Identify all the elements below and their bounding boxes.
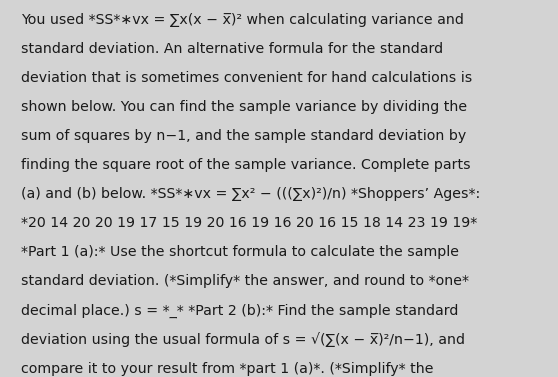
Text: (a) and (b) below. *SS*∗vx = ∑x² − (((∑x)²)/n) *Shoppers’ Ages*:: (a) and (b) below. *SS*∗vx = ∑x² − (((∑x… [21, 187, 480, 201]
Text: sum of squares by n−1, and the sample standard deviation by: sum of squares by n−1, and the sample st… [21, 129, 466, 143]
Text: compare it to your result from *part 1 (a)*. (*Simplify* the: compare it to your result from *part 1 (… [21, 362, 434, 375]
Text: deviation that is sometimes convenient for hand calculations is: deviation that is sometimes convenient f… [21, 71, 473, 85]
Text: *Part 1 (a):* Use the shortcut formula to calculate the sample: *Part 1 (a):* Use the shortcut formula t… [21, 245, 459, 259]
Text: finding the square root of the sample variance. Complete parts: finding the square root of the sample va… [21, 158, 471, 172]
Text: shown below. You can find the sample variance by dividing the: shown below. You can find the sample var… [21, 100, 468, 114]
Text: You used *SS*∗vx = ∑x(x − x̅)² when calculating variance and: You used *SS*∗vx = ∑x(x − x̅)² when calc… [21, 13, 464, 27]
Text: deviation using the usual formula of s = √(∑(x − x̅)²/n−1), and: deviation using the usual formula of s =… [21, 333, 465, 347]
Text: decimal place.) s = *_̲* *Part 2 (b):* Find the sample standard: decimal place.) s = *_̲* *Part 2 (b):* F… [21, 303, 459, 318]
Text: standard deviation. (*Simplify* the answer, and round to *one*: standard deviation. (*Simplify* the answ… [21, 274, 469, 288]
Text: *20 14 20 20 19 17 15 19 20 16 19 16 20 16 15 18 14 23 19 19*: *20 14 20 20 19 17 15 19 20 16 19 16 20 … [21, 216, 478, 230]
Text: standard deviation. An alternative formula for the standard: standard deviation. An alternative formu… [21, 42, 443, 56]
